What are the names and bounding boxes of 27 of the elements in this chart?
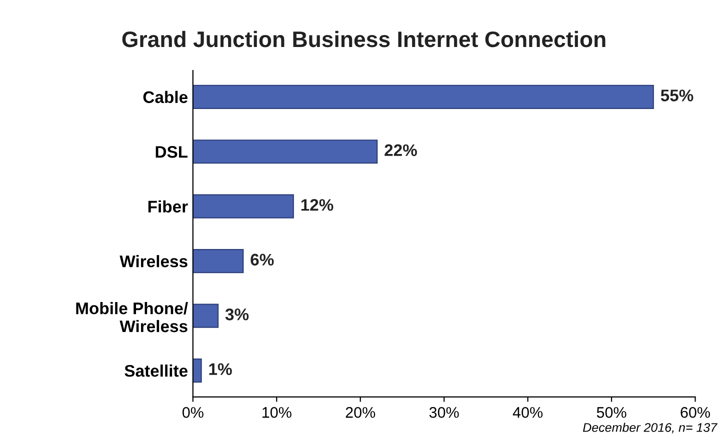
x-tick-label: 50%	[596, 407, 626, 418]
data-label: 12%	[301, 199, 334, 211]
bar	[192, 194, 294, 218]
x-tick-label: 0%	[182, 407, 204, 418]
y-tick-label: Fiber	[148, 200, 188, 213]
x-tick-label: 10%	[262, 407, 292, 418]
text: December 2016, n= 137	[583, 422, 718, 434]
y-tick-label: DSL	[156, 146, 188, 158]
data-label: 6%	[250, 254, 274, 266]
bar	[192, 304, 219, 328]
y-tick-label: Satellite	[124, 364, 188, 377]
y-tick-label: Mobile Phone/ Wireless	[76, 302, 188, 332]
bar	[192, 249, 244, 274]
chart-title: Grand Junction Business Internet Connection	[122, 30, 606, 48]
x-tick-label: 40%	[512, 407, 543, 418]
bar	[192, 84, 654, 109]
data-label: 1%	[209, 363, 232, 376]
bar	[192, 358, 202, 383]
x-tick-label: 20%	[346, 407, 376, 418]
bar	[192, 140, 378, 164]
x-tick-label: 60%	[680, 407, 710, 418]
data-label: 3%	[225, 308, 249, 320]
y-tick-label: Cable	[143, 90, 188, 104]
data-label: 55%	[660, 90, 694, 102]
y-tick-label: Wireless	[120, 255, 188, 268]
x-tick-label: 30%	[429, 407, 459, 418]
data-label: 22%	[384, 144, 417, 156]
